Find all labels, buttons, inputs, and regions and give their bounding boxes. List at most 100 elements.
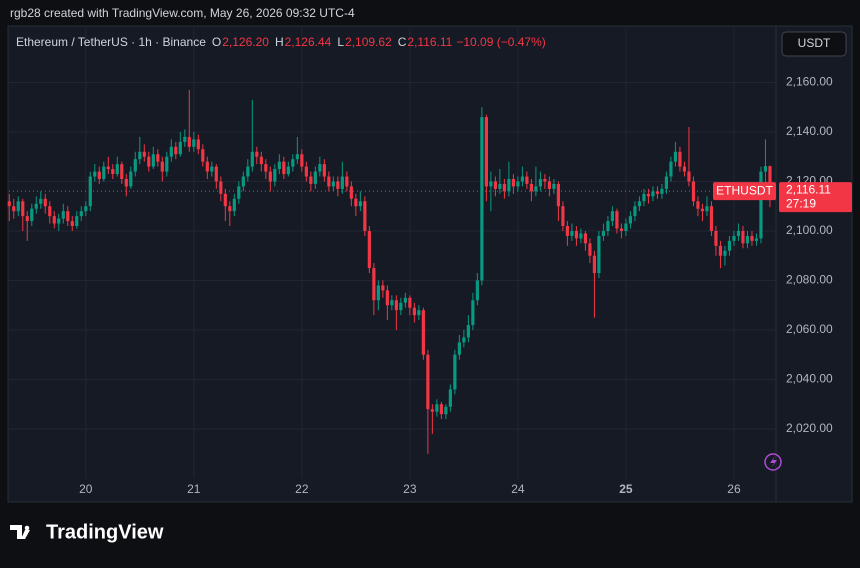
last-price-label: 2,116.11 (786, 182, 831, 196)
y-tick-label: 2,060.00 (786, 322, 833, 336)
legend-key: L (337, 35, 344, 49)
candle-body (700, 208, 705, 212)
candle-body (25, 216, 29, 222)
candle-body (556, 183, 561, 207)
candle-body (516, 181, 520, 187)
candle-body (309, 176, 313, 184)
candle-body (628, 216, 633, 224)
candle-body (304, 166, 308, 177)
candle-body (727, 240, 732, 251)
candle-body (115, 164, 119, 175)
x-tick-label: 20 (79, 482, 93, 496)
candle-body (345, 176, 349, 187)
candle-body (259, 156, 263, 165)
candle-body (439, 404, 443, 415)
candle-body (498, 183, 502, 189)
symbol-title: Ethereum / TetherUS · 1h · Binance (16, 35, 206, 49)
candle-body (714, 230, 718, 246)
legend-key: O (212, 35, 221, 49)
candle-body (502, 183, 506, 192)
candle-body (66, 211, 70, 222)
x-tick-label: 26 (727, 482, 741, 496)
candle-body (205, 161, 209, 172)
legend-value: 2,126.20 (222, 35, 269, 49)
candle-body (79, 211, 83, 217)
candle-body (682, 166, 687, 172)
candle-body (538, 178, 542, 187)
y-tick-label: 2,140.00 (786, 124, 833, 138)
candle-body (511, 178, 515, 187)
candle-body (475, 280, 479, 301)
candle-body (268, 171, 272, 182)
candle-body (169, 146, 173, 157)
candle-body (448, 389, 452, 407)
candle-body (637, 201, 642, 207)
candle-body (493, 181, 497, 189)
candle-body (160, 161, 164, 172)
candle-body (156, 154, 160, 162)
candle-body (39, 198, 43, 204)
candle-body (547, 181, 552, 189)
y-tick-label: 2,100.00 (786, 223, 833, 237)
lightning-icon[interactable] (764, 453, 782, 471)
price-tag (779, 182, 852, 213)
candle-body (174, 146, 178, 155)
candle-body (250, 151, 254, 167)
candle-body (579, 233, 583, 239)
candle-body (426, 354, 430, 410)
candle-body (192, 139, 196, 147)
candle-body (70, 221, 74, 227)
candle-body (61, 211, 65, 219)
candle-body (147, 156, 151, 167)
candle-body (183, 136, 187, 142)
currency-button[interactable] (781, 31, 847, 57)
y-tick-label: 2,020.00 (786, 421, 833, 435)
candle-body (435, 404, 439, 412)
candle-body (570, 230, 574, 236)
legend-change: −10.09 (−0.47%) (456, 35, 545, 49)
x-tick-label: 22 (295, 482, 309, 496)
candle-body (210, 166, 214, 172)
currency-label[interactable]: USDT (798, 36, 831, 50)
candle-body (52, 216, 56, 224)
candle-body (106, 166, 110, 170)
candle-body (507, 178, 511, 192)
candle-body (529, 183, 533, 192)
candle-body (16, 201, 20, 212)
candle-body (358, 201, 362, 207)
candle-body (651, 191, 655, 197)
x-tick-label: 23 (403, 482, 417, 496)
candle-body (489, 181, 493, 187)
candle-body (246, 166, 250, 177)
legend-value: 2,109.62 (345, 35, 392, 49)
logo-mark (10, 525, 30, 539)
candle-body (484, 117, 488, 187)
x-tick-label: 21 (187, 482, 201, 496)
candle-body (381, 285, 385, 291)
candle-body (291, 159, 295, 167)
candle-body (214, 166, 218, 182)
candle-body (327, 176, 331, 187)
candle-body (232, 198, 236, 212)
candle-body (282, 161, 286, 175)
candle-body (93, 171, 97, 177)
legend-value: 2,116.11 (407, 35, 452, 49)
candle-body (597, 235, 601, 274)
candle-body (223, 193, 227, 207)
candle-body (43, 198, 47, 207)
y-tick-label: 2,080.00 (786, 273, 833, 287)
candle-body (201, 149, 205, 162)
candle-body (633, 206, 637, 217)
candle-body (138, 151, 142, 160)
legend-value: 2,126.44 (285, 35, 332, 49)
candle-body (615, 211, 619, 229)
candle-body (349, 186, 353, 199)
candle-body (21, 201, 25, 217)
logo-text: TradingView (46, 521, 164, 543)
candle-body (732, 235, 736, 241)
candle-body (601, 230, 606, 236)
candle-body (678, 151, 682, 167)
